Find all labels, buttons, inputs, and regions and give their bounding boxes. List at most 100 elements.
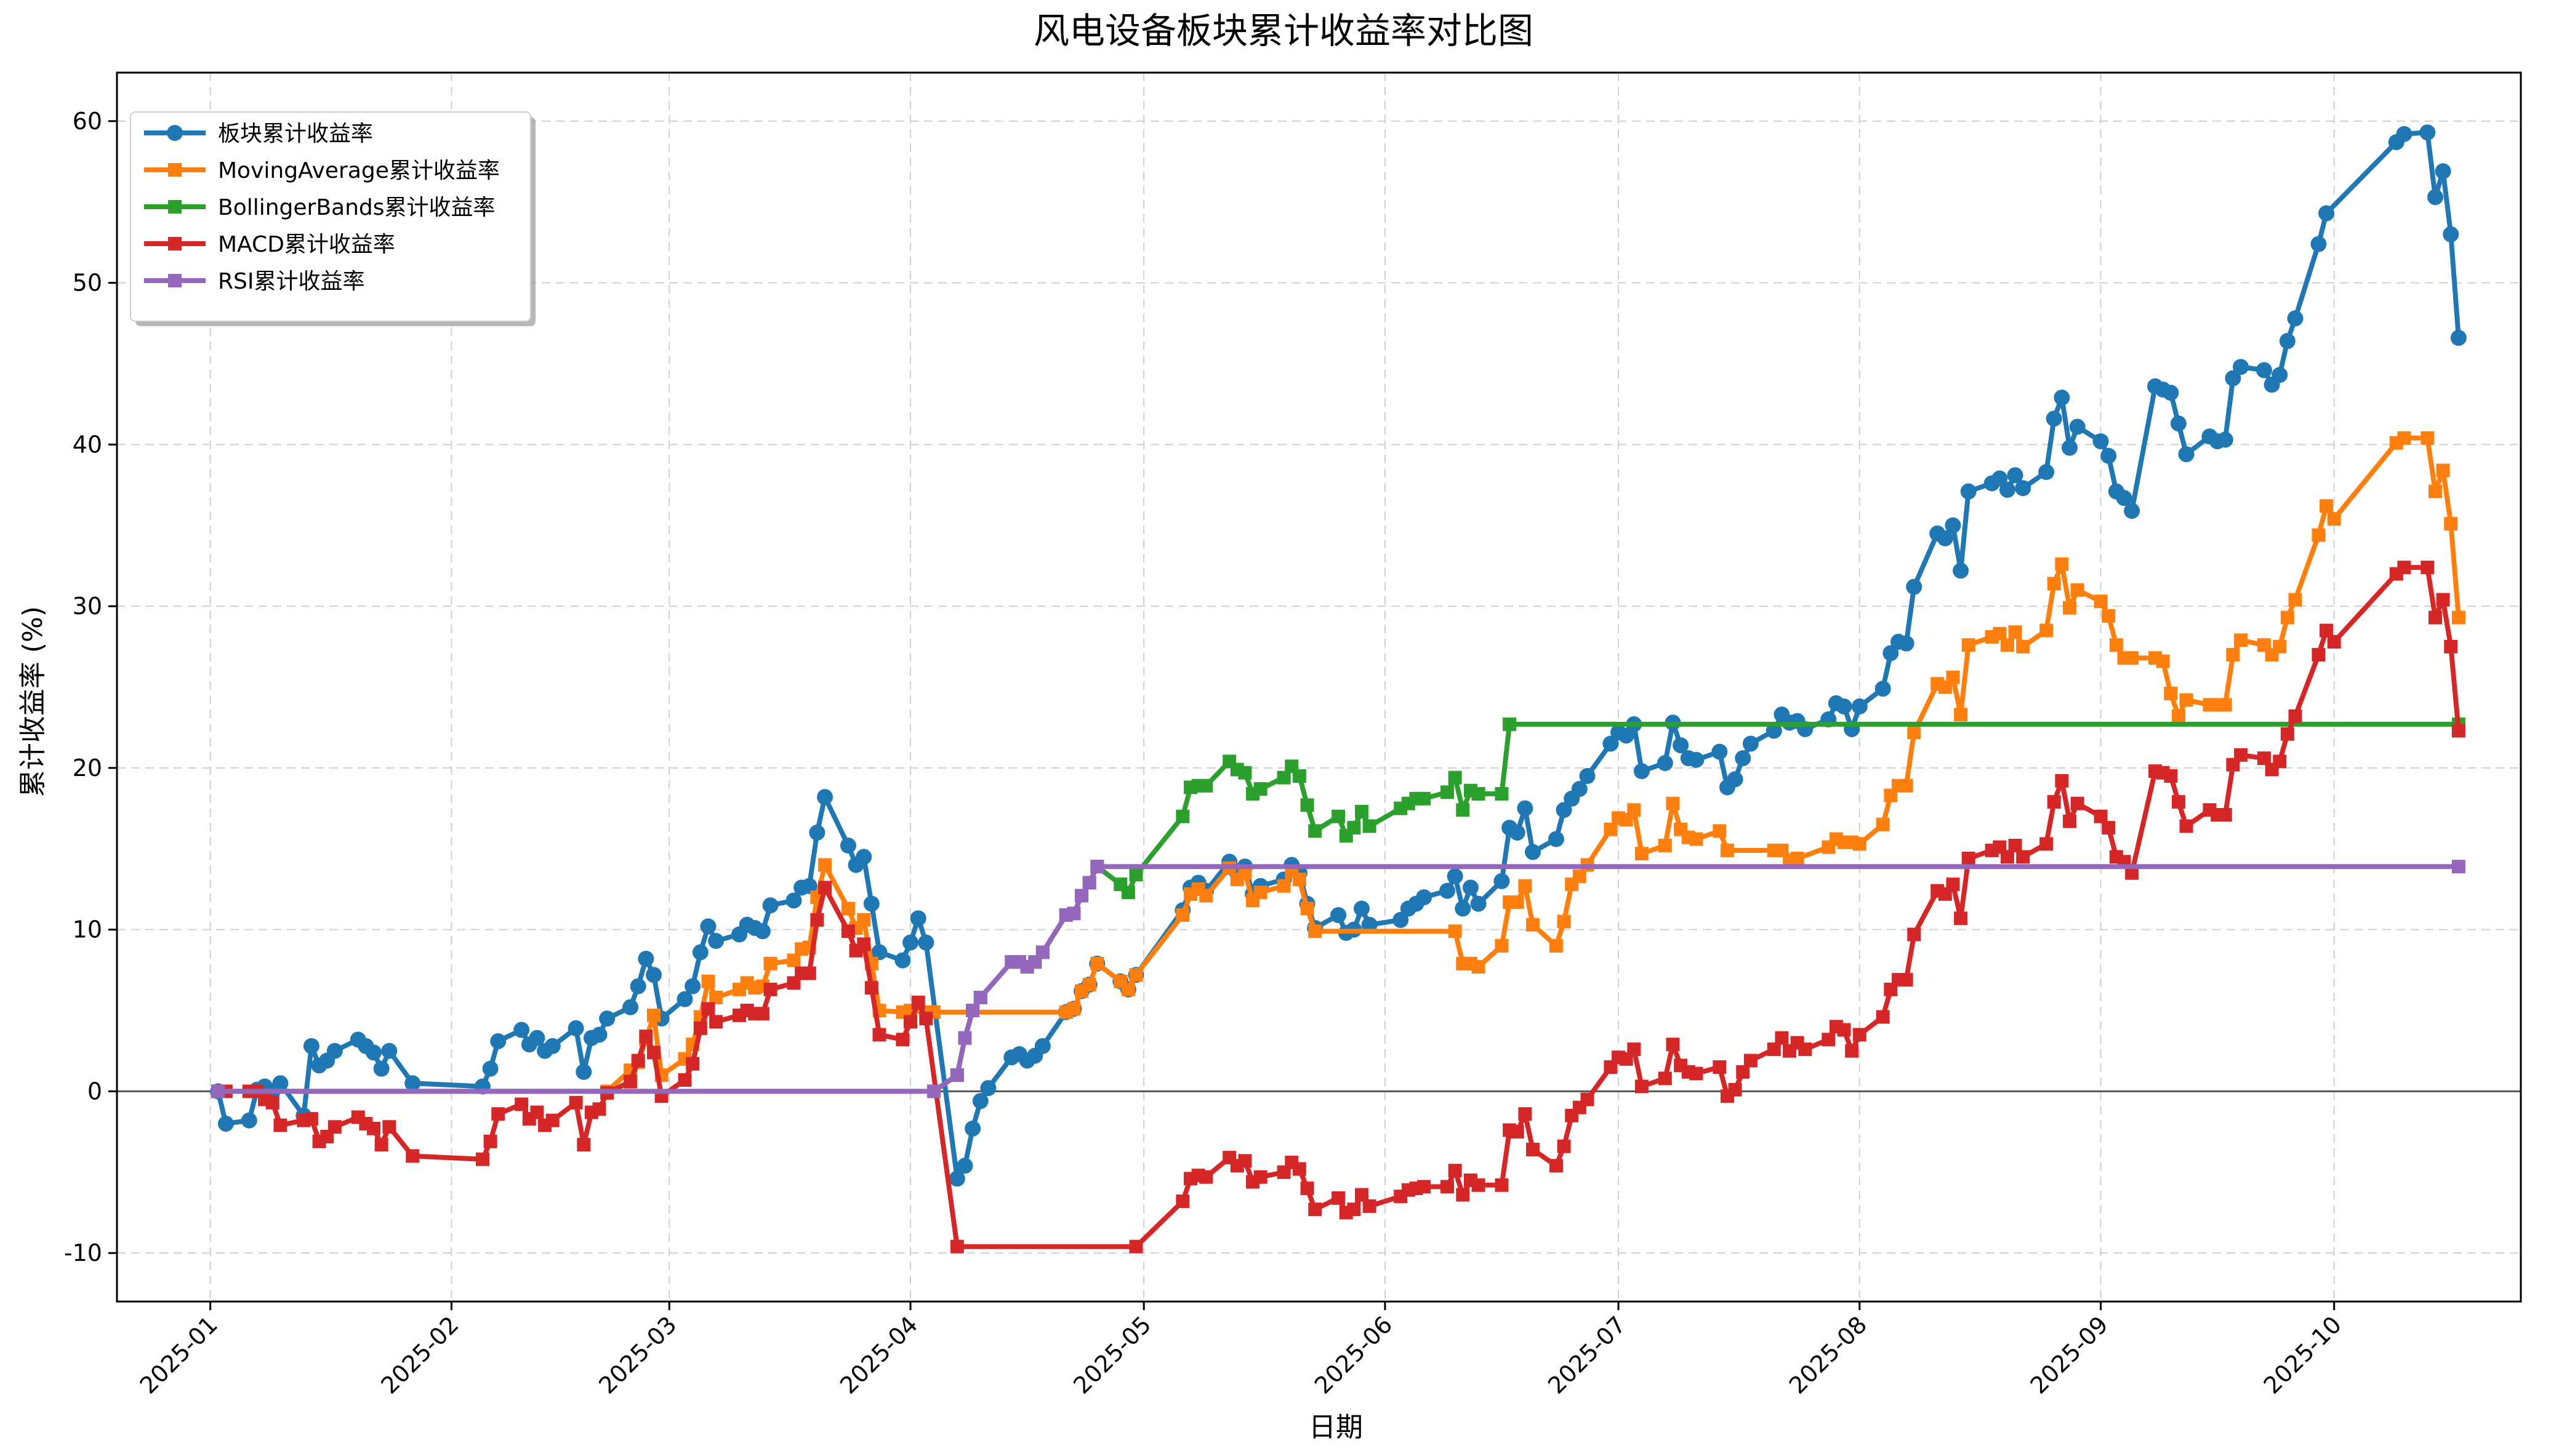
data-point [1837,1023,1851,1037]
legend-entry: MovingAverage累计收益率 [144,158,500,183]
data-point [1525,844,1541,860]
data-point [2008,839,2022,853]
y-tick-label: -10 [64,1239,102,1266]
data-point [1253,886,1267,900]
data-point [1549,1159,1563,1173]
data-point [894,952,911,969]
data-point [2320,623,2334,638]
data-point [2419,124,2436,141]
data-point [645,967,662,983]
data-point [2000,638,2014,652]
data-point [1954,708,1968,722]
data-point [692,944,709,961]
data-point [374,1138,388,1152]
data-point [1845,1044,1859,1058]
legend-entry: BollingerBands累计收益率 [144,195,496,220]
data-point [950,1068,964,1082]
data-point [545,1113,560,1127]
data-point [1775,1031,1789,1045]
data-point [1518,879,1532,893]
data-point [911,995,925,1009]
data-point [1199,889,1213,903]
y-tick-label: 30 [73,593,102,620]
data-point [701,1002,715,1016]
data-point [1090,956,1104,970]
data-point [1713,1060,1727,1074]
data-point [483,1134,497,1148]
data-point [965,1120,981,1137]
series-3 [211,561,2465,1254]
data-point [1874,681,1891,697]
data-point [1736,1065,1750,1079]
data-point [919,1012,933,1026]
data-point [949,1170,965,1187]
data-point [1945,517,1961,534]
data-point [1633,763,1650,780]
legend-label: RSI累计收益率 [218,269,364,294]
data-point [2100,447,2117,464]
data-point [1470,895,1487,912]
data-point [2170,415,2187,432]
data-point [1292,873,1306,887]
data-point [1495,1178,1509,1192]
data-point [2428,610,2442,625]
data-point [957,1158,973,1174]
data-point [1907,726,1921,740]
data-point [1082,876,1096,890]
data-point [2178,446,2195,463]
data-point [2443,226,2459,242]
data-point [2171,709,2185,723]
data-point [2288,593,2302,607]
data-point [1176,1194,1190,1209]
data-point [624,1074,638,1089]
legend-marker [167,125,183,141]
data-point [2070,796,2084,810]
data-point [678,1073,692,1087]
legend-marker [168,274,182,287]
data-point [1852,1028,1866,1042]
data-point [1067,1002,1081,1016]
data-point [2218,808,2232,822]
series-line [215,130,2461,1182]
data-point [693,1021,707,1035]
data-point [1176,809,1190,823]
data-point [817,789,834,806]
data-point [2444,639,2458,654]
data-point [599,1010,616,1027]
data-point [701,974,715,988]
legend: 板块累计收益率 MovingAverage累计收益率 BollingerBands累… [130,111,536,326]
data-point [1742,735,1759,752]
data-point [871,944,888,961]
data-point [2427,189,2443,206]
data-point [2435,163,2451,180]
data-point [2015,480,2031,497]
data-point [810,913,824,927]
data-point [2016,850,2030,864]
legend-label: MovingAverage累计收益率 [218,158,500,183]
data-point [763,982,777,996]
data-point [1961,852,1975,866]
data-point [1898,635,1914,652]
data-point [1907,927,1921,942]
data-point [622,999,639,1015]
data-point [857,937,871,951]
data-point [910,910,926,927]
data-point [2163,385,2179,401]
data-point [2094,594,2108,609]
data-point [1657,754,1673,771]
legend-entry: RSI累计收益率 [144,269,364,294]
data-point [1602,735,1619,752]
data-point [2047,577,2061,591]
legend-marker [168,200,182,214]
data-point [762,897,779,914]
data-point [1689,1066,1703,1081]
data-point [1439,882,1456,899]
data-point [1510,1125,1524,1139]
data-point [631,1054,645,1068]
legend-label: MACD累计收益率 [218,232,395,257]
data-point [2039,623,2054,638]
data-point [2070,583,2084,597]
y-tick-label: 0 [87,1078,102,1105]
data-point [1954,911,1968,926]
